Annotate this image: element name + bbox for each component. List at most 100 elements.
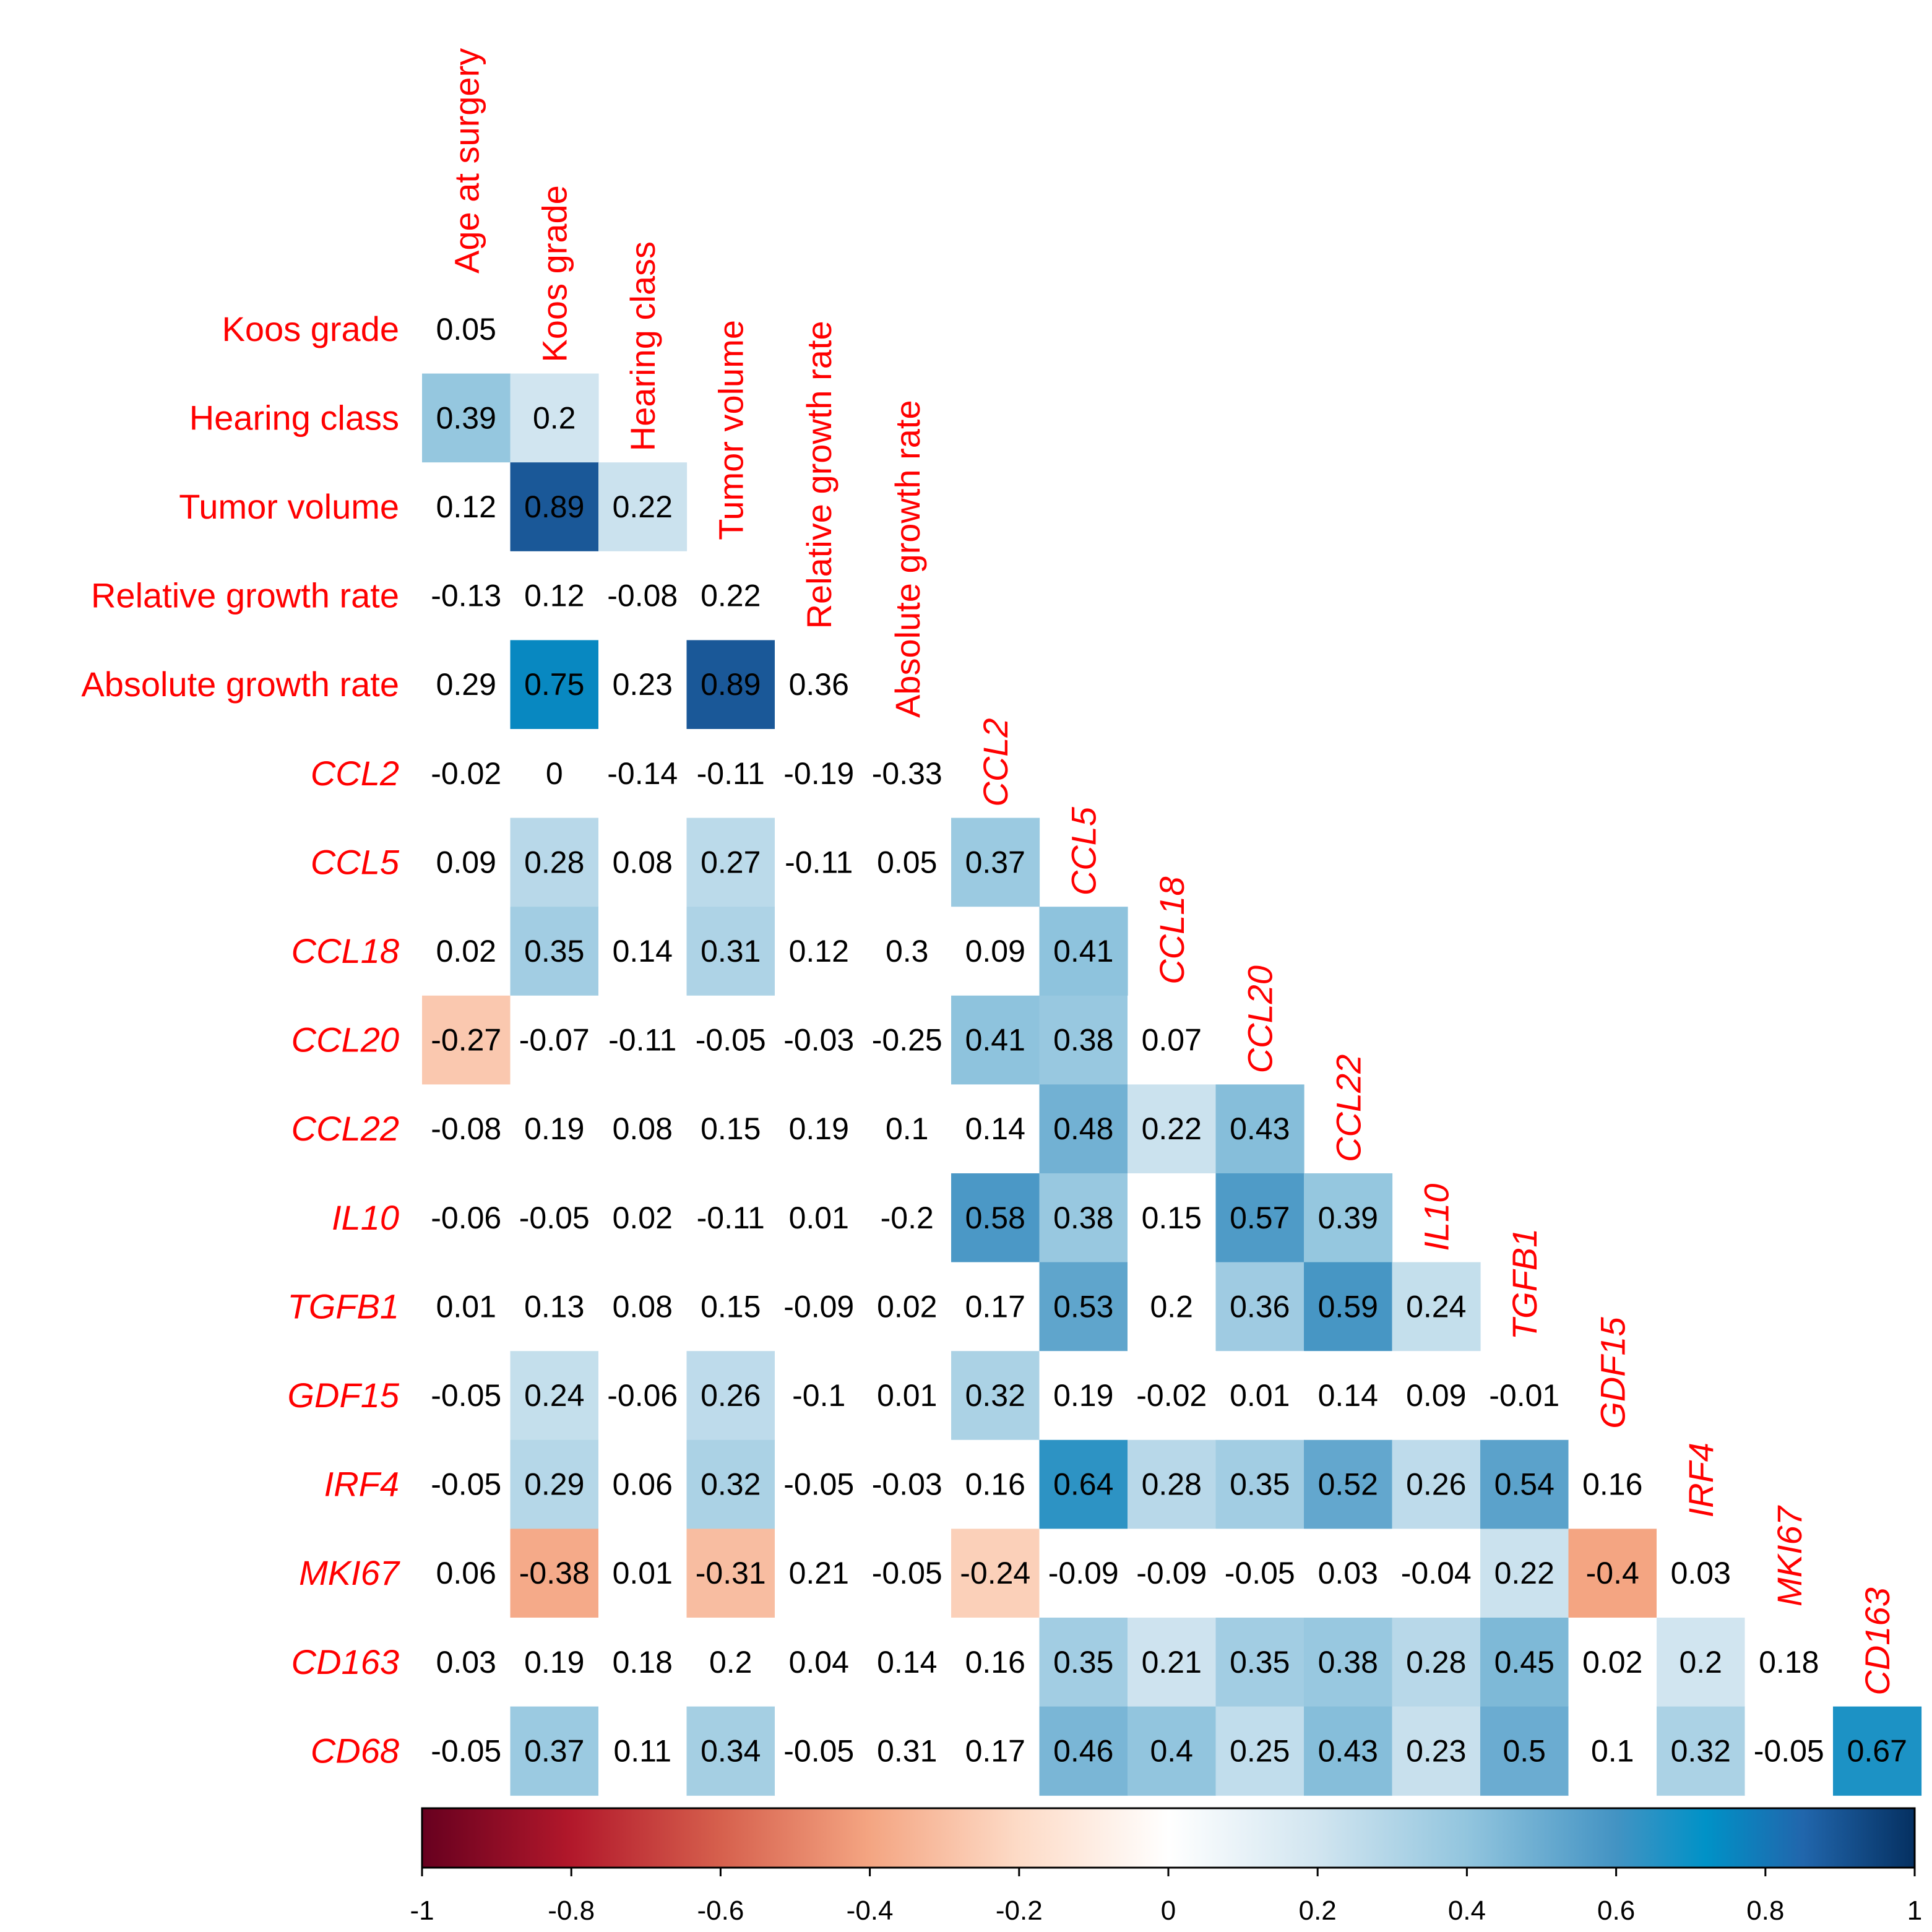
colorbar-tick-label: 0.4 <box>1448 1895 1486 1926</box>
heatmap-cell <box>686 1351 775 1441</box>
colorbar-gradient <box>421 1807 1916 1869</box>
cell-value-label: 0.18 <box>613 1645 673 1680</box>
cell-value-label: 0.28 <box>1406 1645 1466 1680</box>
cell-value-label: 0.48 <box>1053 1111 1113 1146</box>
heatmap-cell <box>775 1439 864 1529</box>
heatmap-cell <box>863 1262 952 1352</box>
cell-value-label: -0.2 <box>881 1201 934 1235</box>
cell-value-label: -0.14 <box>607 756 678 791</box>
row-label: Relative growth rate <box>91 576 399 615</box>
cell-value-label: 0.14 <box>613 934 673 968</box>
cell-value-label: 0.21 <box>789 1556 849 1590</box>
heatmap-cell <box>951 1529 1040 1618</box>
row-label: CD68 <box>311 1731 399 1770</box>
heatmap-cell <box>686 907 775 996</box>
cell-value-label: 0.41 <box>1053 934 1113 968</box>
heatmap-cell <box>863 907 952 996</box>
heatmap-cell <box>1215 1173 1305 1263</box>
cell-value-label: 0.25 <box>1230 1733 1290 1768</box>
heatmap-cell <box>775 1262 864 1352</box>
cell-value-label: 0.12 <box>524 579 584 613</box>
heatmap-cell <box>1128 1262 1217 1352</box>
column-label: CCL20 <box>1241 965 1280 1073</box>
cell-value-label: 0.14 <box>965 1111 1025 1146</box>
cell-value-label: -0.01 <box>1489 1378 1559 1413</box>
heatmap-cell <box>686 1084 775 1174</box>
cell-value-label: 0.32 <box>965 1378 1025 1413</box>
cell-value-label: 0.32 <box>701 1467 761 1502</box>
cell-value-label: 0.36 <box>1230 1289 1290 1324</box>
heatmap-cell <box>775 1351 864 1441</box>
column-label: Absolute growth rate <box>888 400 927 718</box>
heatmap-cell <box>686 1262 775 1352</box>
cell-value-label: 0.15 <box>1142 1201 1202 1235</box>
cell-value-label: -0.11 <box>697 1201 765 1235</box>
heatmap-cell <box>863 1529 952 1618</box>
heatmap-cell <box>1039 1529 1128 1618</box>
cell-value-label: -0.03 <box>783 1023 854 1058</box>
heatmap-cell <box>775 995 864 1085</box>
heatmap-cell <box>775 907 864 996</box>
heatmap-cell <box>598 995 688 1085</box>
cell-value-label: 0.12 <box>789 934 849 968</box>
cell-value-label: 0.89 <box>701 667 761 702</box>
heatmap-cell <box>422 373 511 463</box>
column-label: CCL5 <box>1064 806 1103 895</box>
cell-value-label: 0.22 <box>613 489 673 524</box>
row-label: MKI67 <box>299 1553 400 1592</box>
colorbar-tick-label: 1 <box>1907 1895 1922 1926</box>
column-label: Relative growth rate <box>800 321 839 629</box>
heatmap-cell <box>422 1173 511 1263</box>
heatmap-cell <box>1128 1618 1217 1707</box>
heatmap-cell <box>1039 995 1128 1085</box>
cell-value-label: 0.54 <box>1494 1467 1555 1502</box>
cell-value-label: 0.53 <box>1053 1289 1113 1324</box>
heatmap-cell <box>775 1618 864 1707</box>
heatmap-cell <box>1392 1351 1481 1441</box>
cell-value-label: -0.09 <box>1048 1556 1119 1590</box>
heatmap-cell <box>951 1262 1040 1352</box>
column-label: TGFB1 <box>1505 1228 1544 1340</box>
cell-value-label: 0.29 <box>524 1467 584 1502</box>
heatmap-cell <box>863 1706 952 1796</box>
heatmap-cell <box>686 1439 775 1529</box>
cell-value-label: 0.41 <box>965 1023 1025 1058</box>
cell-value-label: 0.09 <box>1406 1378 1466 1413</box>
heatmap-cell <box>863 1351 952 1441</box>
cell-value-label: 0.36 <box>789 667 849 702</box>
heatmap-cell <box>510 1173 599 1263</box>
cell-value-label: 0.35 <box>1230 1467 1290 1502</box>
cell-value-label: 0.02 <box>877 1289 937 1324</box>
column-label: GDF15 <box>1593 1316 1632 1428</box>
heatmap-cell <box>1568 1618 1657 1707</box>
heatmap-cell <box>951 907 1040 996</box>
heatmap-cell <box>1304 1173 1393 1263</box>
heatmap-cell <box>775 1706 864 1796</box>
cell-value-label: 0.37 <box>524 1733 584 1768</box>
heatmap-cell <box>422 729 511 819</box>
heatmap-cell <box>510 817 599 907</box>
heatmap-cell <box>1568 1706 1657 1796</box>
row-label: GDF15 <box>288 1376 400 1415</box>
row-label: TGFB1 <box>288 1287 399 1326</box>
cell-value-label: 0.38 <box>1053 1023 1113 1058</box>
heatmap-cell <box>510 1439 599 1529</box>
cell-value-label: -0.24 <box>960 1556 1030 1590</box>
heatmap-cell <box>598 1618 688 1707</box>
cell-value-label: 0.24 <box>524 1378 584 1413</box>
cell-value-label: 0.17 <box>965 1289 1025 1324</box>
cell-value-label: -0.09 <box>1136 1556 1207 1590</box>
cell-value-label: 0.57 <box>1230 1201 1290 1235</box>
heatmap-cell <box>863 1618 952 1707</box>
row-label: Tumor volume <box>179 487 399 526</box>
heatmap-cell <box>422 1618 511 1707</box>
heatmap-cell <box>686 995 775 1085</box>
cell-value-label: -0.03 <box>872 1467 942 1502</box>
cell-value-label: 0.46 <box>1053 1733 1113 1768</box>
heatmap-cell <box>1392 1439 1481 1529</box>
cell-value-label: 0.15 <box>701 1289 761 1324</box>
heatmap-cell <box>598 1262 688 1352</box>
cell-value-label: 0.58 <box>965 1201 1025 1235</box>
heatmap-cell <box>510 640 599 730</box>
heatmap-cell <box>598 1084 688 1174</box>
